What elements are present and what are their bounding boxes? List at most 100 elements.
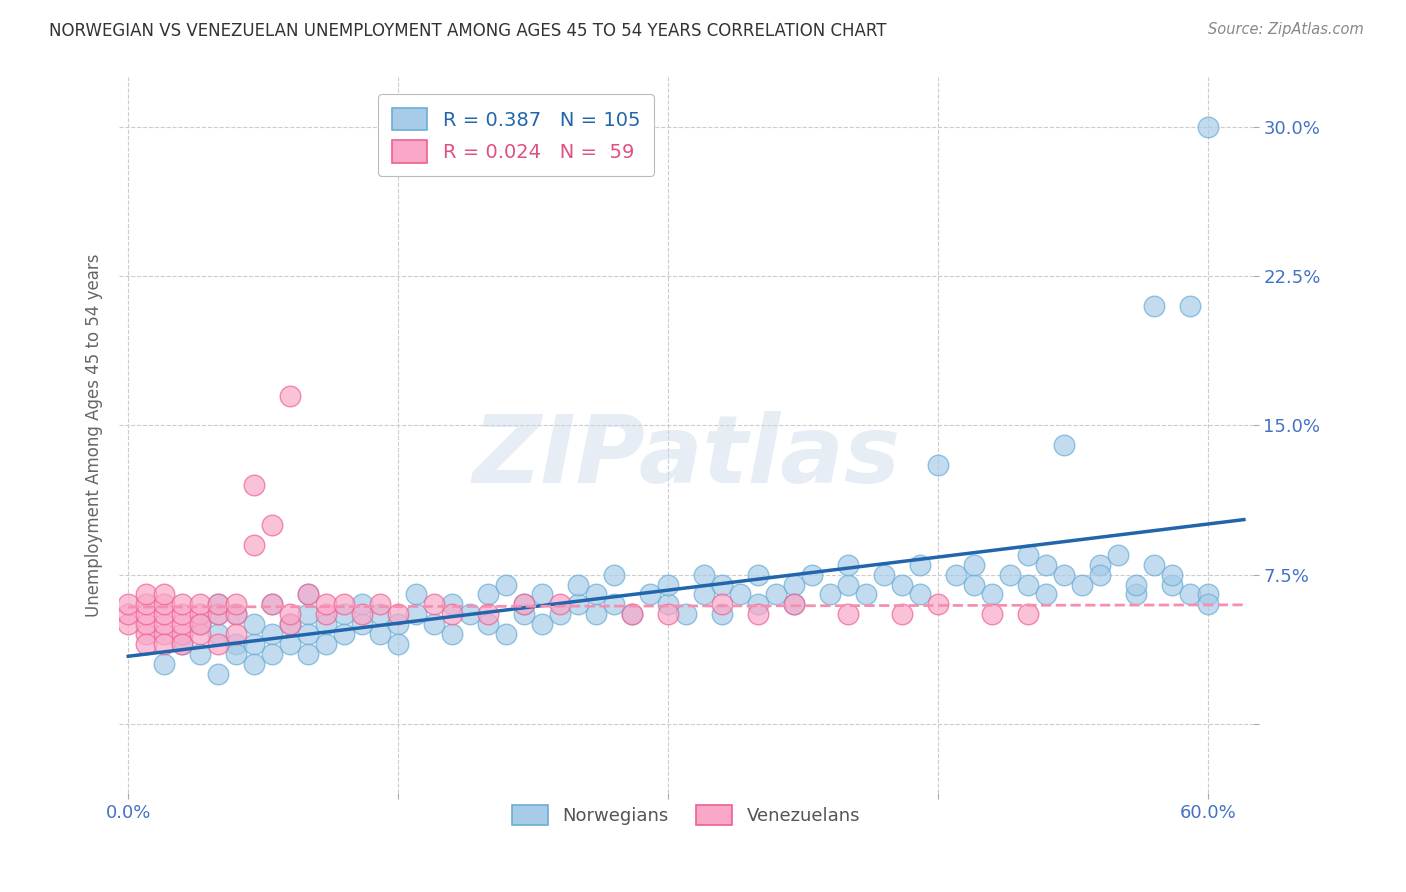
Point: [172, 598, 194, 612]
Point: [1178, 299, 1201, 313]
Point: [1143, 299, 1166, 313]
Point: [657, 577, 679, 591]
Point: [188, 617, 211, 632]
Point: [423, 617, 446, 632]
Point: [225, 598, 247, 612]
Point: [495, 577, 517, 591]
Point: [638, 587, 661, 601]
Point: [243, 657, 266, 671]
Point: [243, 538, 266, 552]
Point: [315, 637, 337, 651]
Point: [981, 587, 1004, 601]
Point: [117, 607, 139, 622]
Point: [135, 598, 157, 612]
Point: [513, 607, 536, 622]
Point: [153, 657, 176, 671]
Point: [1161, 567, 1184, 582]
Point: [531, 617, 554, 632]
Point: [297, 607, 319, 622]
Point: [1035, 558, 1057, 572]
Point: [585, 587, 607, 601]
Point: [801, 567, 824, 582]
Point: [945, 567, 967, 582]
Point: [711, 577, 734, 591]
Point: [368, 627, 391, 641]
Point: [567, 598, 589, 612]
Y-axis label: Unemployment Among Ages 45 to 54 years: Unemployment Among Ages 45 to 54 years: [86, 253, 103, 617]
Point: [1197, 120, 1219, 135]
Point: [333, 598, 356, 612]
Point: [225, 637, 247, 651]
Point: [441, 627, 464, 641]
Point: [747, 607, 769, 622]
Point: [387, 607, 409, 622]
Point: [548, 598, 571, 612]
Point: [513, 598, 536, 612]
Point: [207, 667, 229, 681]
Point: [225, 607, 247, 622]
Point: [1088, 558, 1111, 572]
Legend: Norwegians, Venezuelans: Norwegians, Venezuelans: [503, 796, 869, 834]
Point: [188, 617, 211, 632]
Point: [441, 607, 464, 622]
Point: [135, 607, 157, 622]
Point: [135, 587, 157, 601]
Point: [908, 587, 931, 601]
Point: [657, 598, 679, 612]
Point: [855, 587, 877, 601]
Point: [315, 617, 337, 632]
Point: [531, 587, 554, 601]
Point: [243, 617, 266, 632]
Point: [621, 607, 644, 622]
Point: [981, 607, 1004, 622]
Text: ZIPatlas: ZIPatlas: [472, 411, 900, 503]
Point: [1161, 577, 1184, 591]
Point: [297, 647, 319, 661]
Point: [1088, 567, 1111, 582]
Point: [441, 598, 464, 612]
Point: [657, 607, 679, 622]
Point: [837, 607, 859, 622]
Point: [873, 567, 896, 582]
Point: [1143, 558, 1166, 572]
Point: [207, 607, 229, 622]
Point: [262, 647, 284, 661]
Point: [891, 577, 914, 591]
Point: [172, 637, 194, 651]
Point: [908, 558, 931, 572]
Point: [188, 647, 211, 661]
Point: [477, 607, 499, 622]
Point: [153, 617, 176, 632]
Point: [225, 607, 247, 622]
Point: [548, 607, 571, 622]
Point: [405, 607, 427, 622]
Point: [188, 607, 211, 622]
Point: [333, 607, 356, 622]
Point: [153, 637, 176, 651]
Point: [747, 567, 769, 582]
Point: [172, 627, 194, 641]
Point: [135, 627, 157, 641]
Point: [818, 587, 841, 601]
Point: [765, 587, 787, 601]
Point: [711, 598, 734, 612]
Point: [315, 598, 337, 612]
Point: [207, 598, 229, 612]
Point: [495, 627, 517, 641]
Point: [837, 558, 859, 572]
Point: [963, 558, 986, 572]
Point: [278, 617, 301, 632]
Point: [172, 617, 194, 632]
Point: [603, 598, 626, 612]
Point: [783, 598, 806, 612]
Point: [172, 607, 194, 622]
Point: [693, 567, 716, 582]
Point: [1071, 577, 1094, 591]
Point: [1053, 567, 1076, 582]
Point: [368, 598, 391, 612]
Point: [297, 587, 319, 601]
Point: [1017, 607, 1039, 622]
Point: [262, 598, 284, 612]
Point: [225, 647, 247, 661]
Point: [513, 598, 536, 612]
